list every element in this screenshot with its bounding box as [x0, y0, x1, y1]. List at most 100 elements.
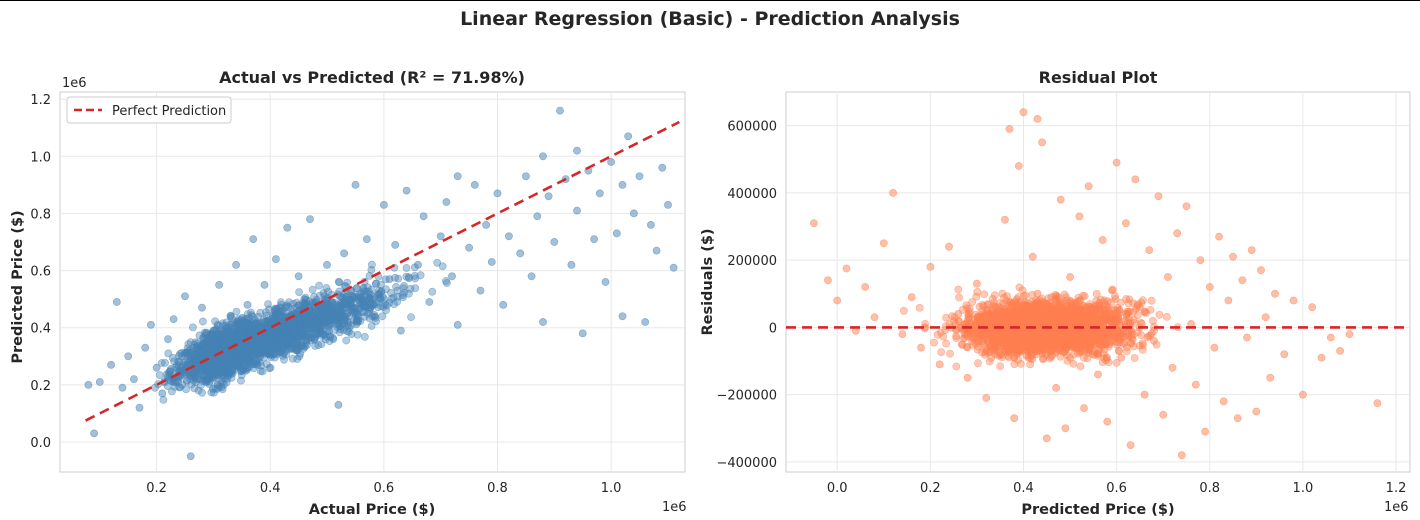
scatter-point [974, 359, 982, 368]
scatter-point [186, 452, 195, 461]
scatter-point [590, 235, 598, 243]
y-tick-labels: 0.00.20.40.60.81.01.2 [30, 93, 51, 451]
scatter-point [237, 376, 245, 385]
x-tick-label: 0.4 [260, 481, 281, 496]
scatter-point [310, 333, 319, 342]
scatter-point [342, 336, 351, 345]
x-tick-label: 0.8 [487, 481, 508, 496]
scatter-point [419, 212, 428, 221]
scatter-point [385, 275, 394, 283]
scatter-point [294, 272, 303, 281]
scatter-point [360, 332, 369, 341]
scatter-points [84, 106, 678, 461]
scatter-point [228, 366, 237, 375]
scatter-point [612, 229, 621, 238]
scatter-point [396, 326, 405, 335]
scatter-point [390, 300, 398, 308]
scatter-point [618, 312, 627, 321]
scatter-point [311, 341, 319, 350]
scatter-point [168, 353, 177, 362]
scatter-point [996, 362, 1004, 370]
scatter-point [264, 300, 272, 308]
scatter-point [367, 322, 376, 330]
scatter-point [433, 258, 442, 267]
scatter-point [915, 303, 924, 312]
scatter-point [334, 400, 343, 409]
scatter-point [595, 189, 604, 198]
scatter-point [533, 212, 542, 221]
scatter-point [328, 303, 337, 312]
scatter-point [232, 307, 241, 316]
scatter-point [556, 106, 564, 115]
scatter-point [254, 323, 263, 332]
scatter-point [407, 313, 415, 321]
scatter-point [942, 339, 950, 348]
scatter-point [448, 272, 456, 281]
scatter-point [319, 289, 328, 297]
scatter-point [227, 373, 236, 382]
scatter-point [227, 328, 236, 337]
scatter-point [152, 363, 161, 372]
scatter-point [402, 186, 411, 195]
scatter-point [220, 352, 229, 361]
scatter-point [163, 382, 172, 390]
scatter-point [618, 180, 627, 189]
scatter-point [234, 320, 243, 328]
scatter-point [190, 350, 199, 359]
scatter-point [441, 277, 450, 285]
scatter-point [387, 288, 395, 297]
scatter-point [669, 263, 678, 272]
scatter-point [318, 329, 327, 338]
y-tick-label: 1.2 [30, 93, 51, 108]
scatter-point [356, 299, 365, 308]
scatter-point [135, 403, 144, 412]
scatter-point [198, 388, 206, 397]
scatter-point [268, 331, 277, 340]
scatter-point [249, 364, 258, 373]
scatter-point [1115, 347, 1123, 355]
actual-vs-predicted-panel: 0.2 0.4 0.6 0.8 1.0 0.00.20.40.60.81.01.2 Ac… [10, 68, 687, 518]
scatter-point [295, 288, 303, 296]
scatter-point [283, 223, 292, 232]
scatter-point [169, 315, 178, 323]
plot-area [785, 91, 1411, 473]
scatter-point [246, 344, 254, 353]
scatter-point [425, 298, 434, 306]
scatter-point [1115, 306, 1124, 314]
scatter-point [345, 312, 353, 321]
scatter-point [353, 330, 362, 339]
scatter-point [296, 341, 305, 349]
x-axis-multiplier: 1e6 [662, 500, 687, 515]
residual-plot-panel: 0.0 0.2 0.4 0.6 0.8 1.0 1.2 600000400000200000… [700, 68, 1411, 518]
legend-entry-perfect-prediction: Perfect Prediction [112, 104, 226, 119]
scatter-point [118, 383, 127, 392]
scatter-point [428, 287, 437, 296]
scatter-point [442, 198, 451, 206]
scatter-point [652, 246, 661, 255]
scatter-point [211, 317, 219, 326]
scatter-point [453, 320, 462, 329]
scatter-point [198, 317, 207, 326]
scatter-point [436, 232, 445, 241]
scatter-point [241, 366, 250, 375]
scatter-point [416, 271, 425, 280]
top-border [0, 0, 1420, 1]
figure-title: Linear Regression (Basic) - Prediction A… [460, 8, 960, 30]
scatter-point [573, 146, 581, 155]
scatter-point [607, 158, 615, 166]
scatter-point [293, 355, 302, 363]
scatter-point [243, 355, 252, 364]
scatter-point [937, 348, 946, 357]
scatter-point [159, 395, 168, 404]
scatter-point [340, 319, 349, 328]
scatter-point [158, 389, 167, 398]
scatter-point [187, 380, 196, 389]
scatter-point [192, 375, 201, 383]
scatter-point [124, 352, 133, 361]
scatter-point [289, 304, 297, 313]
scatter-point [601, 278, 610, 286]
scatter-point [199, 340, 208, 349]
legend: Perfect Prediction [66, 96, 232, 124]
scatter-point [539, 152, 547, 161]
scatter-point [340, 249, 348, 258]
